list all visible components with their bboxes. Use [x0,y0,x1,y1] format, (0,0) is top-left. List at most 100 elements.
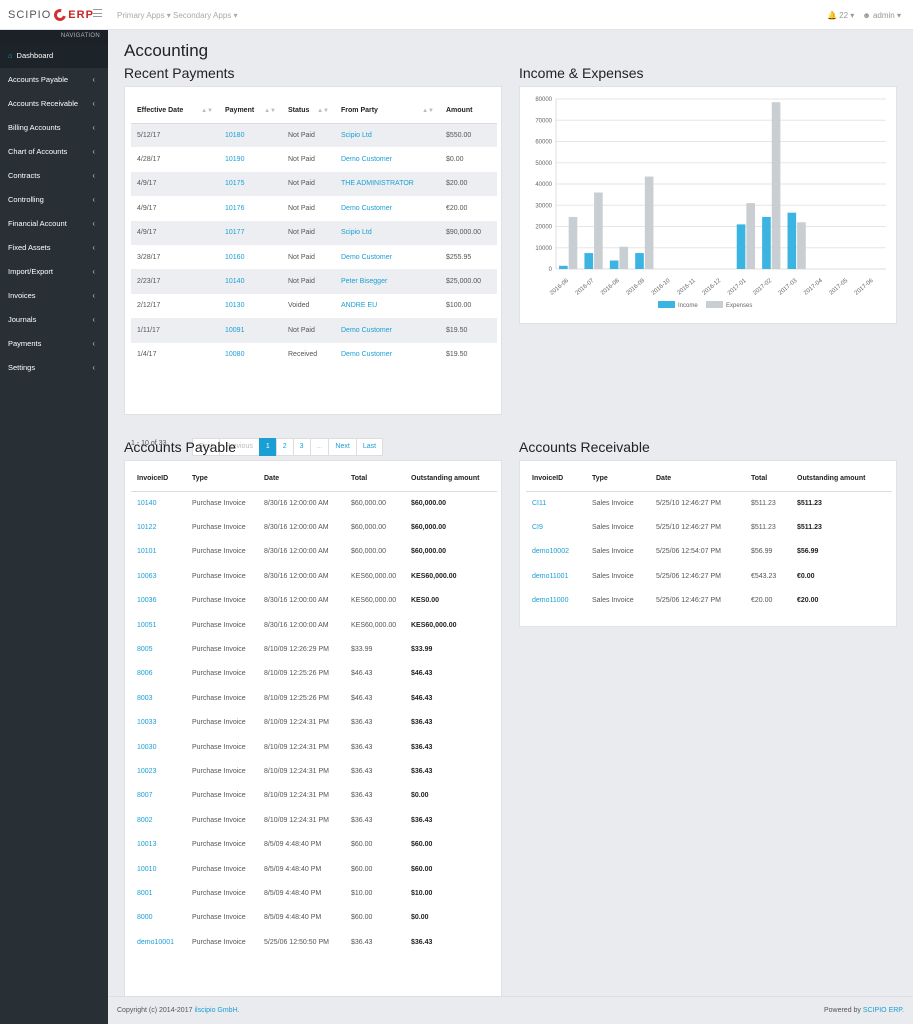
column-header[interactable]: Date [258,467,345,492]
sidebar-item-dashboard[interactable]: ⌂ Dashboard [0,44,108,68]
column-header[interactable]: Status ▲▼ [282,99,335,124]
column-header[interactable]: Amount [440,99,497,124]
invoice-link[interactable]: demo10002 [532,548,569,556]
notifications-menu[interactable]: 🔔 22 ▾ [827,11,854,20]
sidebar-item-controlling[interactable]: Controlling ‹ [0,188,108,212]
invoice-link[interactable]: CI11 [532,499,547,507]
invoice-link[interactable]: 10140 [137,499,157,507]
invoice-link[interactable]: demo11001 [532,572,569,580]
sidebar-item-label: Financial Account [8,219,67,228]
sidebar-item-invoices[interactable]: Invoices ‹ [0,284,108,308]
column-header[interactable]: Payment ▲▼ [219,99,282,124]
table-cell: Purchase Invoice [192,743,246,751]
y-tick-label: 0 [549,267,553,273]
column-header[interactable]: Effective Date ▲▼ [131,99,219,124]
column-header[interactable]: From Party ▲▼ [335,99,440,124]
scipio-logo[interactable]: SCIPIO ERP [8,6,94,24]
invoice-link[interactable]: 10033 [137,719,157,727]
invoice-link[interactable]: 8000 [137,914,153,922]
column-header[interactable]: Type [586,467,650,492]
party-link[interactable]: Peter Bisegger [341,278,388,286]
party-link[interactable]: Demo Customer [341,204,392,212]
table-row: 10036 Purchase Invoice 8/30/16 12:00:00 AM… [131,589,497,613]
scipio-link[interactable]: SCIPIO ERP. [862,1007,904,1014]
party-link[interactable]: Demo Customer [341,253,392,261]
sort-icon: ▲▼ [264,108,276,114]
y-tick-label: 50000 [535,161,552,167]
company-link[interactable]: ilscipio GmbH. [194,1007,240,1014]
accounts-payable-title: Accounts Payable [124,439,237,455]
table-cell: Purchase Invoice [192,719,246,727]
payment-link[interactable]: 10091 [225,326,245,334]
invoice-link[interactable]: 10036 [137,597,157,605]
invoice-link[interactable]: 10023 [137,767,157,775]
sidebar-item-settings[interactable]: Settings ‹ [0,356,108,380]
invoice-link[interactable]: demo11000 [532,597,569,605]
pager-page-2[interactable]: 2 [275,438,294,456]
party-link[interactable]: Demo Customer [341,326,392,334]
party-link[interactable]: Demo Customer [341,156,392,164]
table-cell: 8/10/09 12:26:29 PM [264,646,329,654]
invoice-link[interactable]: 10010 [137,865,157,873]
sidebar-item-billing-accounts[interactable]: Billing Accounts ‹ [0,116,108,140]
table-cell: 8/30/16 12:00:00 AM [264,524,329,532]
payment-link[interactable]: 10080 [225,351,245,359]
table-row: demo10001 Purchase Invoice 5/25/06 12:50:5… [131,930,497,954]
sidebar-item-fixed-assets[interactable]: Fixed Assets ‹ [0,236,108,260]
column-header[interactable]: InvoiceID [131,467,186,492]
pager-next[interactable]: Next [328,438,357,456]
invoice-link[interactable]: 8001 [137,889,153,897]
column-header[interactable]: InvoiceID [526,467,586,492]
pager-page-1[interactable]: 1 [258,438,277,456]
invoice-link[interactable]: 8002 [137,816,153,824]
payment-link[interactable]: 10180 [225,131,245,139]
column-header[interactable]: Total [345,467,405,492]
payment-link[interactable]: 10130 [225,302,245,310]
payment-link[interactable]: 10177 [225,229,245,237]
table-cell: Sales Invoice [592,499,634,507]
pager-page-3[interactable]: 3 [292,438,311,456]
column-header[interactable]: Type [186,467,258,492]
sidebar-item-accounts-payable[interactable]: Accounts Payable ‹ [0,68,108,92]
invoice-link[interactable]: 8006 [137,670,153,678]
invoice-link[interactable]: CI9 [532,524,543,532]
sidebar-item-contracts[interactable]: Contracts ‹ [0,164,108,188]
column-header[interactable]: Total [745,467,791,492]
invoice-link[interactable]: 10013 [137,841,157,849]
sidebar-item-accounts-receivable[interactable]: Accounts Receivable ‹ [0,92,108,116]
user-menu[interactable]: ☻ admin ▾ [862,11,901,20]
column-header[interactable]: Outstanding amount [405,467,497,492]
party-link[interactable]: THE ADMINISTRATOR [341,180,414,188]
invoice-link[interactable]: 10101 [137,548,157,556]
sidebar-item-financial-account[interactable]: Financial Account ‹ [0,212,108,236]
invoice-link[interactable]: 10030 [137,743,157,751]
sidebar-item-journals[interactable]: Journals ‹ [0,308,108,332]
payment-link[interactable]: 10140 [225,278,245,286]
invoice-link[interactable]: 8003 [137,694,153,702]
sidebar-item-import-export[interactable]: Import/Export ‹ [0,260,108,284]
sidebar-item-payments[interactable]: Payments ‹ [0,332,108,356]
column-header[interactable]: Outstanding amount [791,467,892,492]
party-link[interactable]: Demo Customer [341,351,392,359]
party-link[interactable]: Scipio Ltd [341,131,372,139]
payment-link[interactable]: 10175 [225,180,245,188]
invoice-link[interactable]: demo10001 [137,938,174,946]
party-link[interactable]: ANDRE EU [341,302,378,310]
pager-last[interactable]: Last [355,438,384,456]
payment-link[interactable]: 10160 [225,253,245,261]
column-header[interactable]: Date [650,467,745,492]
payment-link[interactable]: 10190 [225,156,245,164]
menu-toggle-icon[interactable] [93,9,102,17]
recent-payments-body: 5/12/17 10180 Not Paid Scipio Ltd $550.00 4/… [131,123,497,367]
sidebar-item-chart-of-accounts[interactable]: Chart of Accounts ‹ [0,140,108,164]
invoice-link[interactable]: 10051 [137,621,157,629]
pager-previous[interactable]: Previous [218,438,260,456]
invoice-link[interactable]: 10122 [137,524,157,532]
invoice-link[interactable]: 8005 [137,646,153,654]
primary-apps-menu[interactable]: Primary Apps ▾ [117,11,171,20]
invoice-link[interactable]: 10063 [137,572,157,580]
secondary-apps-menu[interactable]: Secondary Apps ▾ [173,11,238,20]
invoice-link[interactable]: 8007 [137,792,153,800]
payment-link[interactable]: 10176 [225,204,245,212]
party-link[interactable]: Scipio Ltd [341,229,372,237]
